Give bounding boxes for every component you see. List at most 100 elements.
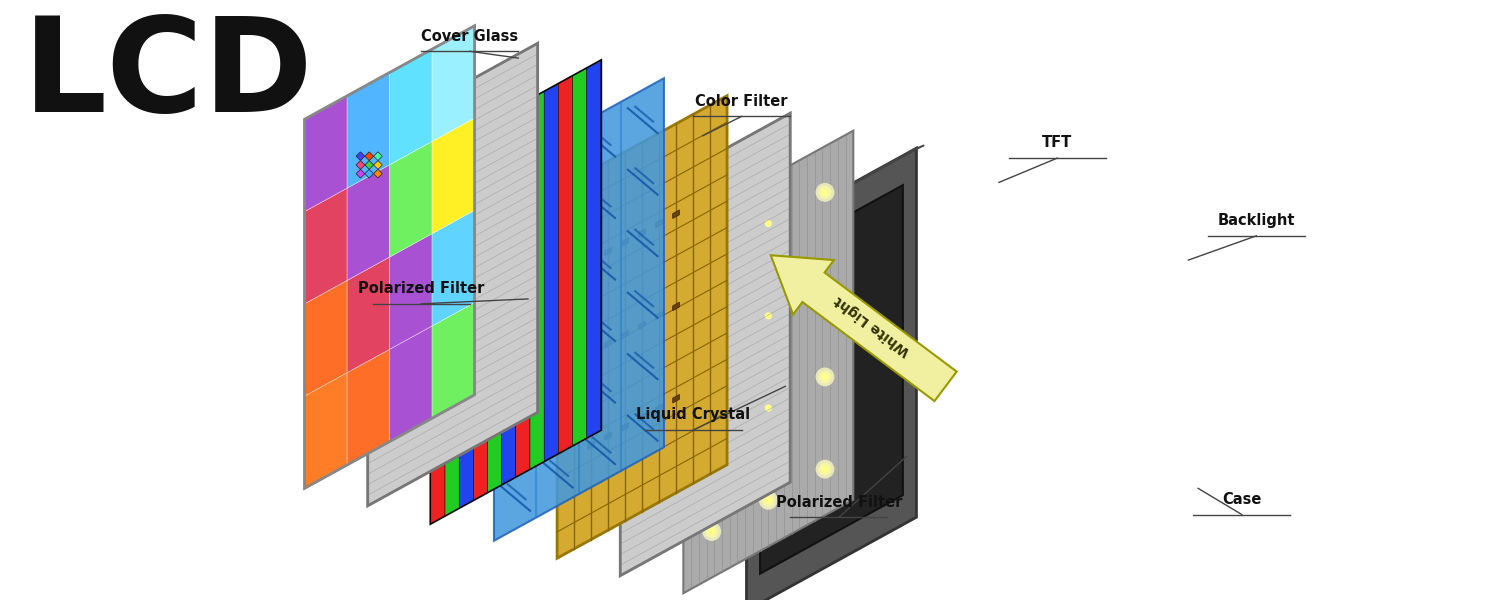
Circle shape xyxy=(762,310,774,322)
Circle shape xyxy=(765,221,771,226)
Polygon shape xyxy=(432,26,474,142)
Circle shape xyxy=(822,282,828,287)
Circle shape xyxy=(704,430,720,448)
Polygon shape xyxy=(304,280,346,396)
Circle shape xyxy=(710,252,714,257)
Polygon shape xyxy=(639,413,645,422)
Polygon shape xyxy=(621,422,628,431)
Polygon shape xyxy=(356,152,364,161)
Polygon shape xyxy=(620,113,790,576)
Text: Liquid Crystal: Liquid Crystal xyxy=(636,407,750,422)
Text: Cover Glass: Cover Glass xyxy=(422,29,519,44)
Polygon shape xyxy=(346,349,390,465)
Polygon shape xyxy=(304,188,346,304)
Polygon shape xyxy=(747,145,924,242)
Polygon shape xyxy=(656,404,663,412)
Circle shape xyxy=(816,460,834,478)
Polygon shape xyxy=(530,92,544,469)
Circle shape xyxy=(765,313,771,319)
Text: Case: Case xyxy=(1222,492,1262,507)
Circle shape xyxy=(762,494,774,506)
Circle shape xyxy=(765,405,771,411)
Polygon shape xyxy=(588,441,594,450)
Polygon shape xyxy=(304,26,474,488)
Polygon shape xyxy=(432,211,474,326)
Polygon shape xyxy=(684,131,853,593)
FancyArrow shape xyxy=(771,255,957,401)
Polygon shape xyxy=(346,73,390,188)
Circle shape xyxy=(759,215,777,232)
Polygon shape xyxy=(558,76,573,453)
Circle shape xyxy=(706,341,717,353)
Text: Backlight: Backlight xyxy=(1218,213,1294,228)
Circle shape xyxy=(816,184,834,201)
Circle shape xyxy=(816,368,834,386)
Polygon shape xyxy=(573,68,586,445)
Text: TFT: TFT xyxy=(1042,136,1072,151)
Circle shape xyxy=(759,400,777,417)
Text: White Light: White Light xyxy=(833,293,914,358)
Circle shape xyxy=(762,402,774,414)
Circle shape xyxy=(704,338,720,356)
Polygon shape xyxy=(346,257,390,373)
Polygon shape xyxy=(604,432,612,440)
Circle shape xyxy=(765,497,771,503)
Polygon shape xyxy=(364,169,374,178)
Polygon shape xyxy=(501,107,516,484)
Polygon shape xyxy=(586,61,602,437)
Circle shape xyxy=(819,279,831,290)
Polygon shape xyxy=(390,142,432,257)
Polygon shape xyxy=(604,247,612,256)
Circle shape xyxy=(759,307,777,325)
Text: Polarized Filter: Polarized Filter xyxy=(776,494,902,509)
Polygon shape xyxy=(588,257,594,265)
Polygon shape xyxy=(556,96,728,558)
Polygon shape xyxy=(474,123,488,500)
Polygon shape xyxy=(621,238,628,247)
Circle shape xyxy=(822,374,828,380)
Polygon shape xyxy=(656,311,663,320)
Polygon shape xyxy=(672,302,680,311)
Polygon shape xyxy=(430,61,602,523)
Polygon shape xyxy=(356,169,364,178)
Polygon shape xyxy=(488,115,501,492)
Text: Color Filter: Color Filter xyxy=(696,94,788,109)
Circle shape xyxy=(816,276,834,293)
Polygon shape xyxy=(390,49,432,165)
Polygon shape xyxy=(364,161,374,169)
Circle shape xyxy=(710,529,714,535)
Polygon shape xyxy=(432,302,474,418)
Polygon shape xyxy=(368,43,537,506)
Circle shape xyxy=(819,187,831,198)
Polygon shape xyxy=(430,146,445,523)
Polygon shape xyxy=(304,373,346,488)
Circle shape xyxy=(710,436,714,442)
Polygon shape xyxy=(374,169,382,178)
Circle shape xyxy=(706,249,717,260)
Polygon shape xyxy=(621,330,628,339)
Polygon shape xyxy=(356,161,364,169)
Polygon shape xyxy=(459,131,474,508)
Circle shape xyxy=(710,344,714,350)
Circle shape xyxy=(704,246,720,263)
Circle shape xyxy=(704,523,720,540)
Circle shape xyxy=(759,491,777,509)
Polygon shape xyxy=(390,233,432,349)
Polygon shape xyxy=(639,229,645,237)
Polygon shape xyxy=(672,394,680,403)
Polygon shape xyxy=(588,349,594,358)
Circle shape xyxy=(706,433,717,445)
Polygon shape xyxy=(672,210,680,218)
Circle shape xyxy=(822,190,828,196)
Polygon shape xyxy=(374,152,382,161)
Polygon shape xyxy=(364,152,374,161)
Circle shape xyxy=(822,466,828,472)
Polygon shape xyxy=(304,96,346,212)
Polygon shape xyxy=(390,326,432,442)
Polygon shape xyxy=(656,219,663,228)
Polygon shape xyxy=(760,185,903,574)
Polygon shape xyxy=(494,78,664,541)
Polygon shape xyxy=(604,340,612,348)
Polygon shape xyxy=(544,84,558,461)
Polygon shape xyxy=(639,321,645,329)
